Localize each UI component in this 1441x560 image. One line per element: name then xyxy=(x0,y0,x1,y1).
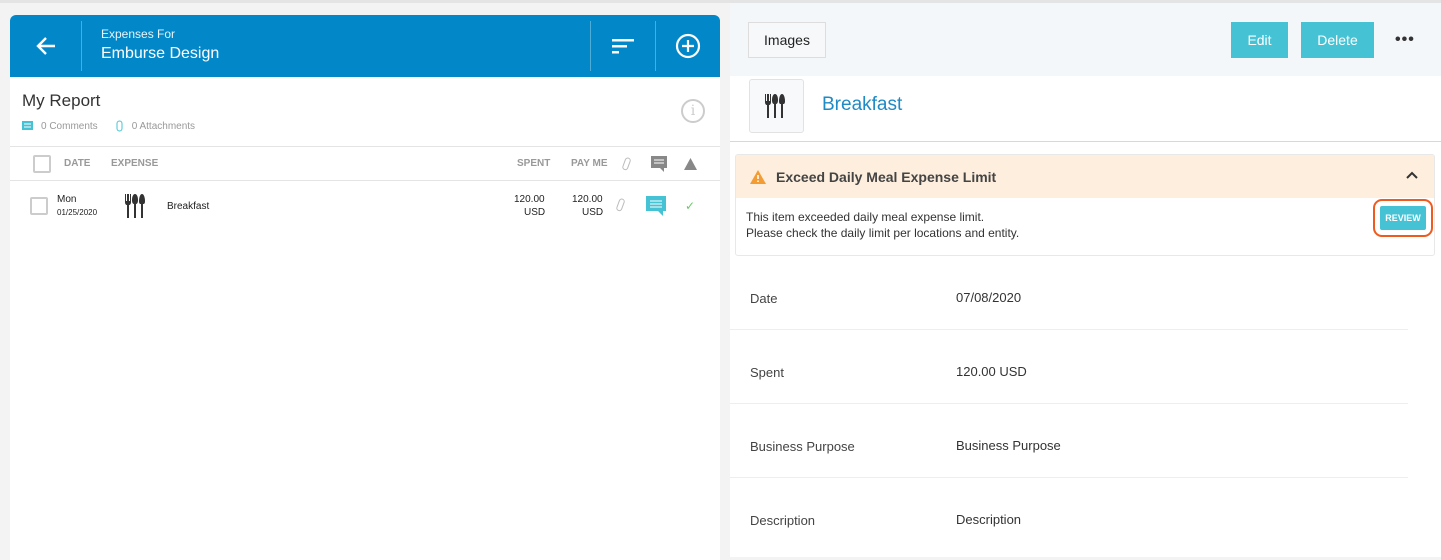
detail-title: Breakfast xyxy=(822,94,903,115)
fork-knife-icon xyxy=(764,94,785,118)
info-icon[interactable]: i xyxy=(681,99,705,123)
row-day: Mon xyxy=(57,194,77,205)
field-label: Date xyxy=(750,291,778,306)
delete-button[interactable]: Delete xyxy=(1301,22,1374,58)
detail-title-row: Breakfast xyxy=(730,76,1441,142)
detail-toolbar: Images Edit Delete ••• xyxy=(730,3,1441,76)
attachments-link[interactable]: 0 Attachments xyxy=(116,120,195,132)
field-spent: Spent 120.00 USD xyxy=(730,330,1408,404)
select-all-checkbox[interactable] xyxy=(33,154,51,173)
field-label: Spent xyxy=(750,365,784,380)
paperclip-icon xyxy=(622,157,631,170)
field-value: Business Purpose xyxy=(956,438,1061,453)
field-date: Date 07/08/2020 xyxy=(730,256,1408,330)
report-summary: My Report 0 Comments 0 Attachments i xyxy=(10,77,720,147)
table-header: DATE EXPENSE SPENT PAY ME xyxy=(10,147,720,181)
category-icon-box xyxy=(749,79,804,133)
comment-icon[interactable] xyxy=(646,196,666,216)
chevron-up-icon[interactable] xyxy=(1406,171,1418,179)
warning-icon xyxy=(750,169,766,184)
more-options-icon[interactable]: ••• xyxy=(1395,31,1415,48)
row-spent: 120.00 xyxy=(514,194,545,205)
plus-circle-icon xyxy=(675,33,701,59)
row-spent-currency: USD xyxy=(524,207,546,218)
comments-link[interactable]: 0 Comments xyxy=(22,120,98,132)
expense-detail-panel: Images Edit Delete ••• Breakfast Exceed … xyxy=(730,3,1441,557)
col-payme[interactable]: PAY ME xyxy=(571,158,608,169)
table-row[interactable]: Mon 01/25/2020 Breakfast 120.00 USD 120.… xyxy=(10,181,720,231)
header-title: Emburse Design xyxy=(101,45,220,62)
check-icon: ✓ xyxy=(685,199,696,213)
col-expense[interactable]: EXPENSE xyxy=(111,158,159,169)
add-expense-button[interactable] xyxy=(655,21,720,71)
comment-icon xyxy=(22,120,33,130)
alert-header[interactable]: Exceed Daily Meal Expense Limit xyxy=(736,155,1434,198)
warning-icon xyxy=(684,157,697,170)
row-payme: 120.00 xyxy=(572,194,603,205)
alert-message-line2: Please check the daily limit per locatio… xyxy=(746,226,1020,240)
field-value: Description xyxy=(956,512,1022,527)
policy-alert: Exceed Daily Meal Expense Limit This ite… xyxy=(735,154,1435,256)
alert-title: Exceed Daily Meal Expense Limit xyxy=(776,168,997,185)
row-date: 01/25/2020 xyxy=(57,208,98,217)
paperclip-icon xyxy=(116,120,123,132)
col-spent[interactable]: SPENT xyxy=(517,158,551,169)
row-payme-currency: USD xyxy=(582,207,604,218)
images-button[interactable]: Images xyxy=(748,22,826,58)
col-date[interactable]: DATE xyxy=(64,158,91,169)
field-business-purpose: Business Purpose Business Purpose xyxy=(730,404,1408,478)
arrow-left-icon xyxy=(35,37,55,55)
sort-icon xyxy=(612,39,634,54)
row-expense: Breakfast xyxy=(167,201,210,212)
field-value: 07/08/2020 xyxy=(956,290,1022,305)
expense-list-panel: Expenses For Emburse Design My Report 0 … xyxy=(10,15,720,560)
edit-button[interactable]: Edit xyxy=(1231,22,1288,58)
field-description: Description Description xyxy=(730,478,1408,552)
list-header: Expenses For Emburse Design xyxy=(10,15,720,77)
row-checkbox[interactable] xyxy=(30,197,48,215)
review-button[interactable]: REVIEW xyxy=(1373,199,1433,237)
field-value: 120.00 USD xyxy=(956,364,1027,379)
alert-message-line1: This item exceeded daily meal expense li… xyxy=(746,210,985,224)
header-subtitle: Expenses For xyxy=(101,27,176,41)
report-title: My Report xyxy=(22,91,101,110)
back-button[interactable] xyxy=(10,21,82,71)
sort-button[interactable] xyxy=(590,21,655,71)
paperclip-icon xyxy=(616,198,625,212)
field-label: Description xyxy=(750,513,816,528)
field-label: Business Purpose xyxy=(750,439,855,454)
comment-icon xyxy=(651,155,667,172)
fork-knife-icon xyxy=(125,194,145,218)
